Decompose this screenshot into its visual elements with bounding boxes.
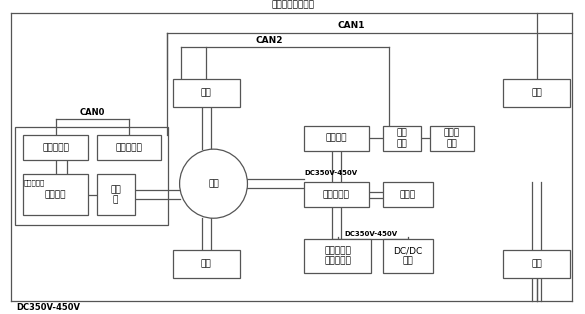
Text: 仪表
显示: 仪表 显示 bbox=[397, 128, 408, 148]
Bar bbox=[23, 174, 88, 215]
Text: DC350V-450V: DC350V-450V bbox=[16, 303, 80, 312]
Text: 减速
器: 减速 器 bbox=[110, 185, 121, 204]
Bar bbox=[304, 182, 369, 207]
Text: 后桥: 后桥 bbox=[208, 179, 219, 188]
Bar bbox=[173, 78, 240, 107]
Text: 加速、制动、档位: 加速、制动、档位 bbox=[271, 0, 314, 9]
Text: 驱动电机: 驱动电机 bbox=[45, 190, 66, 199]
Bar bbox=[304, 239, 371, 273]
Text: 储能系统: 储能系统 bbox=[326, 134, 347, 143]
Bar bbox=[97, 174, 135, 215]
Text: 前轮: 前轮 bbox=[531, 259, 542, 268]
Text: 空压机及助
力转向系统: 空压机及助 力转向系统 bbox=[325, 246, 351, 266]
Bar bbox=[383, 182, 433, 207]
Bar bbox=[503, 250, 570, 278]
Text: CAN1: CAN1 bbox=[337, 21, 365, 30]
Bar bbox=[383, 239, 433, 273]
Text: DC350V-450V: DC350V-450V bbox=[344, 231, 397, 237]
Text: 整车控制器: 整车控制器 bbox=[115, 143, 142, 152]
Ellipse shape bbox=[180, 149, 247, 218]
Bar bbox=[173, 250, 240, 278]
Text: CAN2: CAN2 bbox=[255, 35, 283, 45]
Text: 后轮: 后轮 bbox=[201, 88, 212, 97]
Text: 三相高压线: 三相高压线 bbox=[23, 179, 44, 186]
Bar bbox=[15, 127, 168, 225]
Bar bbox=[383, 126, 421, 151]
Bar bbox=[304, 126, 369, 151]
Bar bbox=[23, 135, 88, 160]
Bar bbox=[430, 126, 474, 151]
Text: DC350V-450V: DC350V-450V bbox=[304, 170, 357, 176]
Text: 高压配电盒: 高压配电盒 bbox=[323, 190, 350, 199]
Text: DC/DC
电源: DC/DC 电源 bbox=[393, 246, 422, 266]
Text: 后轮: 后轮 bbox=[201, 259, 212, 268]
Bar bbox=[97, 135, 161, 160]
Text: 电机控制器: 电机控制器 bbox=[42, 143, 69, 152]
Text: 前轮: 前轮 bbox=[531, 88, 542, 97]
Text: 充电机: 充电机 bbox=[400, 190, 416, 199]
Bar bbox=[503, 78, 570, 107]
Text: CAN0: CAN0 bbox=[80, 108, 105, 117]
Text: 司机操
作台: 司机操 作台 bbox=[444, 128, 460, 148]
